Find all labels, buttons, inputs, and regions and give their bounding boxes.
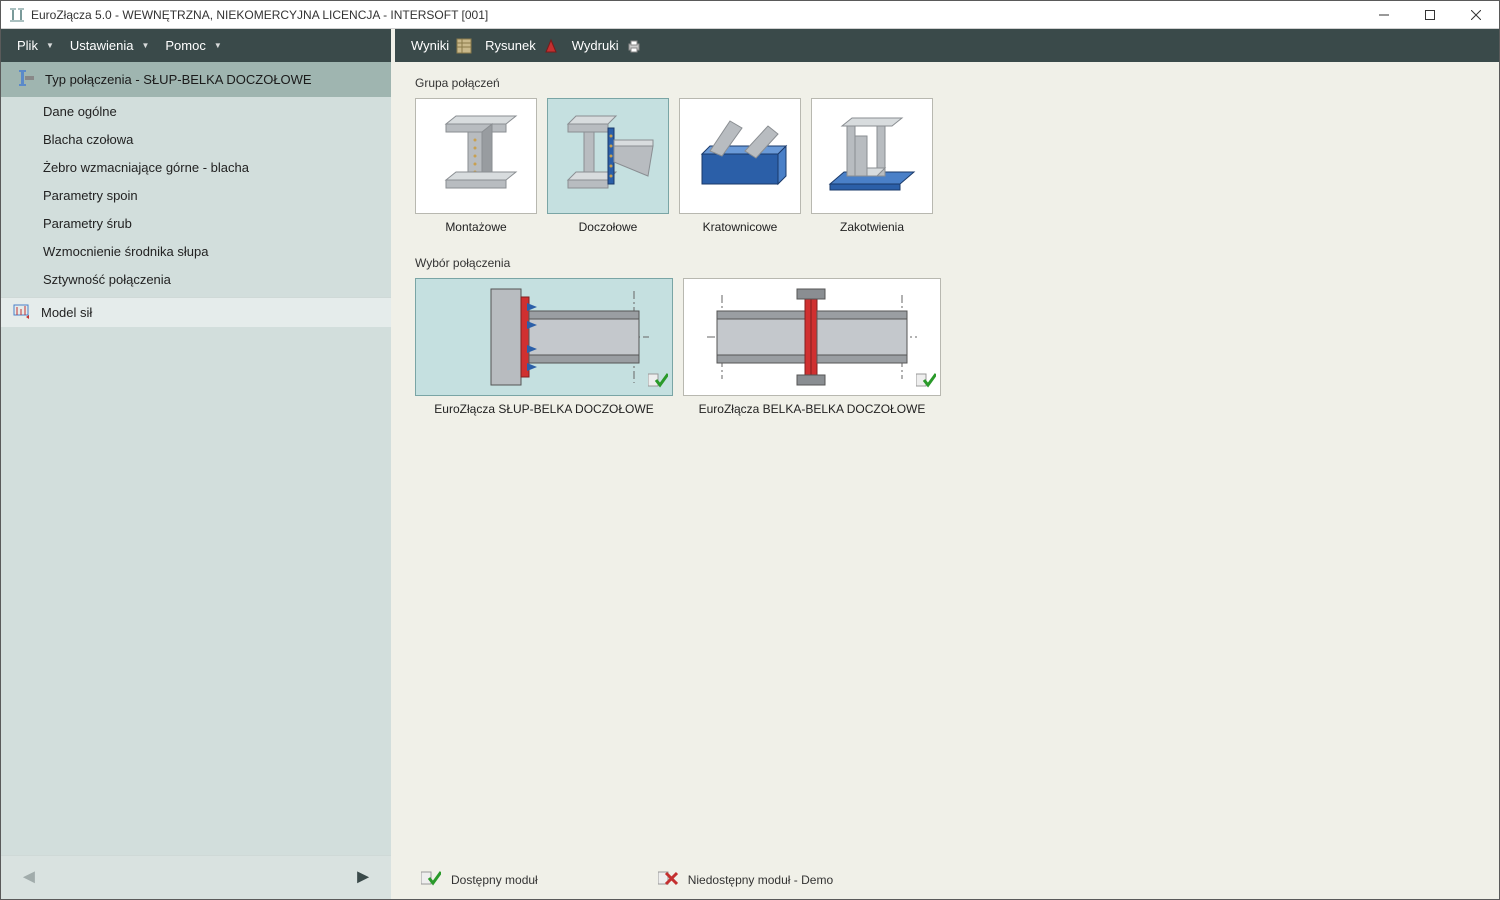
chevron-down-icon: ▼: [214, 41, 222, 50]
menubar-left: Plik ▼ Ustawienia ▼ Pomoc ▼: [1, 29, 391, 62]
titlebar: EuroZłącza 5.0 - WEWNĘTRZNA, NIEKOMERCYJ…: [1, 1, 1499, 29]
sidebar-item-web-reinforce[interactable]: Wzmocnienie środnika słupa: [1, 237, 391, 265]
app-icon: [9, 7, 25, 23]
toolbar-reports-label: Wydruki: [572, 38, 619, 53]
minimize-button[interactable]: [1361, 1, 1407, 29]
connection-caption: EuroZłącza BELKA-BELKA DOCZOŁOWE: [699, 402, 926, 416]
legend-row: Dostępny moduł Niedostępny moduł - Demo: [421, 870, 833, 889]
toolbar-results-label: Wyniki: [411, 38, 449, 53]
group-thumb-doczolowe[interactable]: [547, 98, 669, 214]
results-icon: [455, 37, 473, 55]
sidebar-item-endplate[interactable]: Blacha czołowa: [1, 125, 391, 153]
doczolowe-icon: [558, 106, 658, 206]
maximize-button[interactable]: [1407, 1, 1453, 29]
connection-thumb-belka-belka[interactable]: [683, 278, 941, 396]
group-card-doczolowe: Doczołowe: [547, 98, 669, 234]
slup-belka-diagram: [429, 283, 659, 391]
drawing-icon: [542, 37, 560, 55]
group-caption: Zakotwienia: [840, 220, 904, 234]
group-thumb-zakotwienia[interactable]: [811, 98, 933, 214]
main: Typ połączenia - SŁUP-BELKA DOCZOŁOWE Da…: [1, 62, 1499, 899]
sidebar: Typ połączenia - SŁUP-BELKA DOCZOŁOWE Da…: [1, 62, 391, 899]
menu-help-label: Pomoc: [165, 38, 205, 53]
menu-file-label: Plik: [17, 38, 38, 53]
content: Grupa połączeń Montażowe: [391, 62, 1499, 899]
sidebar-item-welds[interactable]: Parametry spoin: [1, 181, 391, 209]
menu-help[interactable]: Pomoc ▼: [157, 29, 229, 62]
toolbar-results[interactable]: Wyniki: [405, 29, 479, 62]
group-row: Montażowe Doc: [415, 98, 1475, 234]
available-badge-icon: [916, 372, 936, 391]
zakotwienia-icon: [822, 106, 922, 206]
sidebar-item-stiffener[interactable]: Żebro wzmacniające górne - blacha: [1, 153, 391, 181]
sidebar-header[interactable]: Typ połączenia - SŁUP-BELKA DOCZOŁOWE: [1, 62, 391, 97]
sidebar-section-model-label: Model sił: [41, 305, 92, 320]
selection-label: Wybór połączenia: [415, 256, 1475, 270]
group-card-montazowe: Montażowe: [415, 98, 537, 234]
menubar: Plik ▼ Ustawienia ▼ Pomoc ▼ Wyniki Rysunek …: [1, 29, 1499, 62]
legend-available-label: Dostępny moduł: [451, 873, 538, 887]
chevron-down-icon: ▼: [141, 41, 149, 50]
connection-thumb-slup-belka[interactable]: [415, 278, 673, 396]
connection-row: EuroZłącza SŁUP-BELKA DOCZOŁOWE: [415, 278, 1475, 416]
connection-type-icon: [19, 70, 35, 89]
montazowe-icon: [426, 106, 526, 206]
unavailable-icon: [658, 870, 678, 889]
menu-settings[interactable]: Ustawienia ▼: [62, 29, 158, 62]
toolbar: Wyniki Rysunek Wydruki: [391, 29, 1499, 62]
toolbar-reports[interactable]: Wydruki: [566, 29, 649, 62]
group-caption: Montażowe: [445, 220, 506, 234]
group-card-kratownicowe: Kratownicowe: [679, 98, 801, 234]
sidebar-header-label: Typ połączenia - SŁUP-BELKA DOCZOŁOWE: [45, 72, 312, 87]
toolbar-drawing-label: Rysunek: [485, 38, 536, 53]
menu-file[interactable]: Plik ▼: [9, 29, 62, 62]
belka-belka-diagram: [697, 283, 927, 391]
group-card-zakotwienia: Zakotwienia: [811, 98, 933, 234]
available-icon: [421, 870, 441, 889]
group-caption: Kratownicowe: [703, 220, 778, 234]
window-title: EuroZłącza 5.0 - WEWNĘTRZNA, NIEKOMERCYJ…: [31, 8, 1361, 22]
group-thumb-kratownicowe[interactable]: [679, 98, 801, 214]
nav-prev-button[interactable]: ◄: [19, 866, 39, 889]
group-caption: Doczołowe: [579, 220, 638, 234]
toolbar-drawing[interactable]: Rysunek: [479, 29, 566, 62]
group-thumb-montazowe[interactable]: [415, 98, 537, 214]
group-label: Grupa połączeń: [415, 76, 1475, 90]
sidebar-nav-footer: ◄ ►: [1, 855, 391, 899]
window-controls: [1361, 1, 1499, 29]
sidebar-item-general[interactable]: Dane ogólne: [1, 97, 391, 125]
legend-unavailable: Niedostępny moduł - Demo: [658, 870, 833, 889]
available-badge-icon: [648, 372, 668, 391]
legend-unavailable-label: Niedostępny moduł - Demo: [688, 873, 833, 887]
menu-settings-label: Ustawienia: [70, 38, 134, 53]
kratownicowe-icon: [690, 106, 790, 206]
sidebar-section-model[interactable]: Model sił: [1, 297, 391, 327]
connection-card-slup-belka: EuroZłącza SŁUP-BELKA DOCZOŁOWE: [415, 278, 673, 416]
connection-card-belka-belka: EuroZłącza BELKA-BELKA DOCZOŁOWE: [683, 278, 941, 416]
chevron-down-icon: ▼: [46, 41, 54, 50]
sidebar-item-stiffness[interactable]: Sztywność połączenia: [1, 265, 391, 293]
legend-available: Dostępny moduł: [421, 870, 538, 889]
nav-next-button[interactable]: ►: [353, 866, 373, 889]
close-button[interactable]: [1453, 1, 1499, 29]
print-icon: [625, 37, 643, 55]
connection-caption: EuroZłącza SŁUP-BELKA DOCZOŁOWE: [434, 402, 653, 416]
model-icon: [13, 303, 29, 322]
sidebar-item-bolts[interactable]: Parametry śrub: [1, 209, 391, 237]
